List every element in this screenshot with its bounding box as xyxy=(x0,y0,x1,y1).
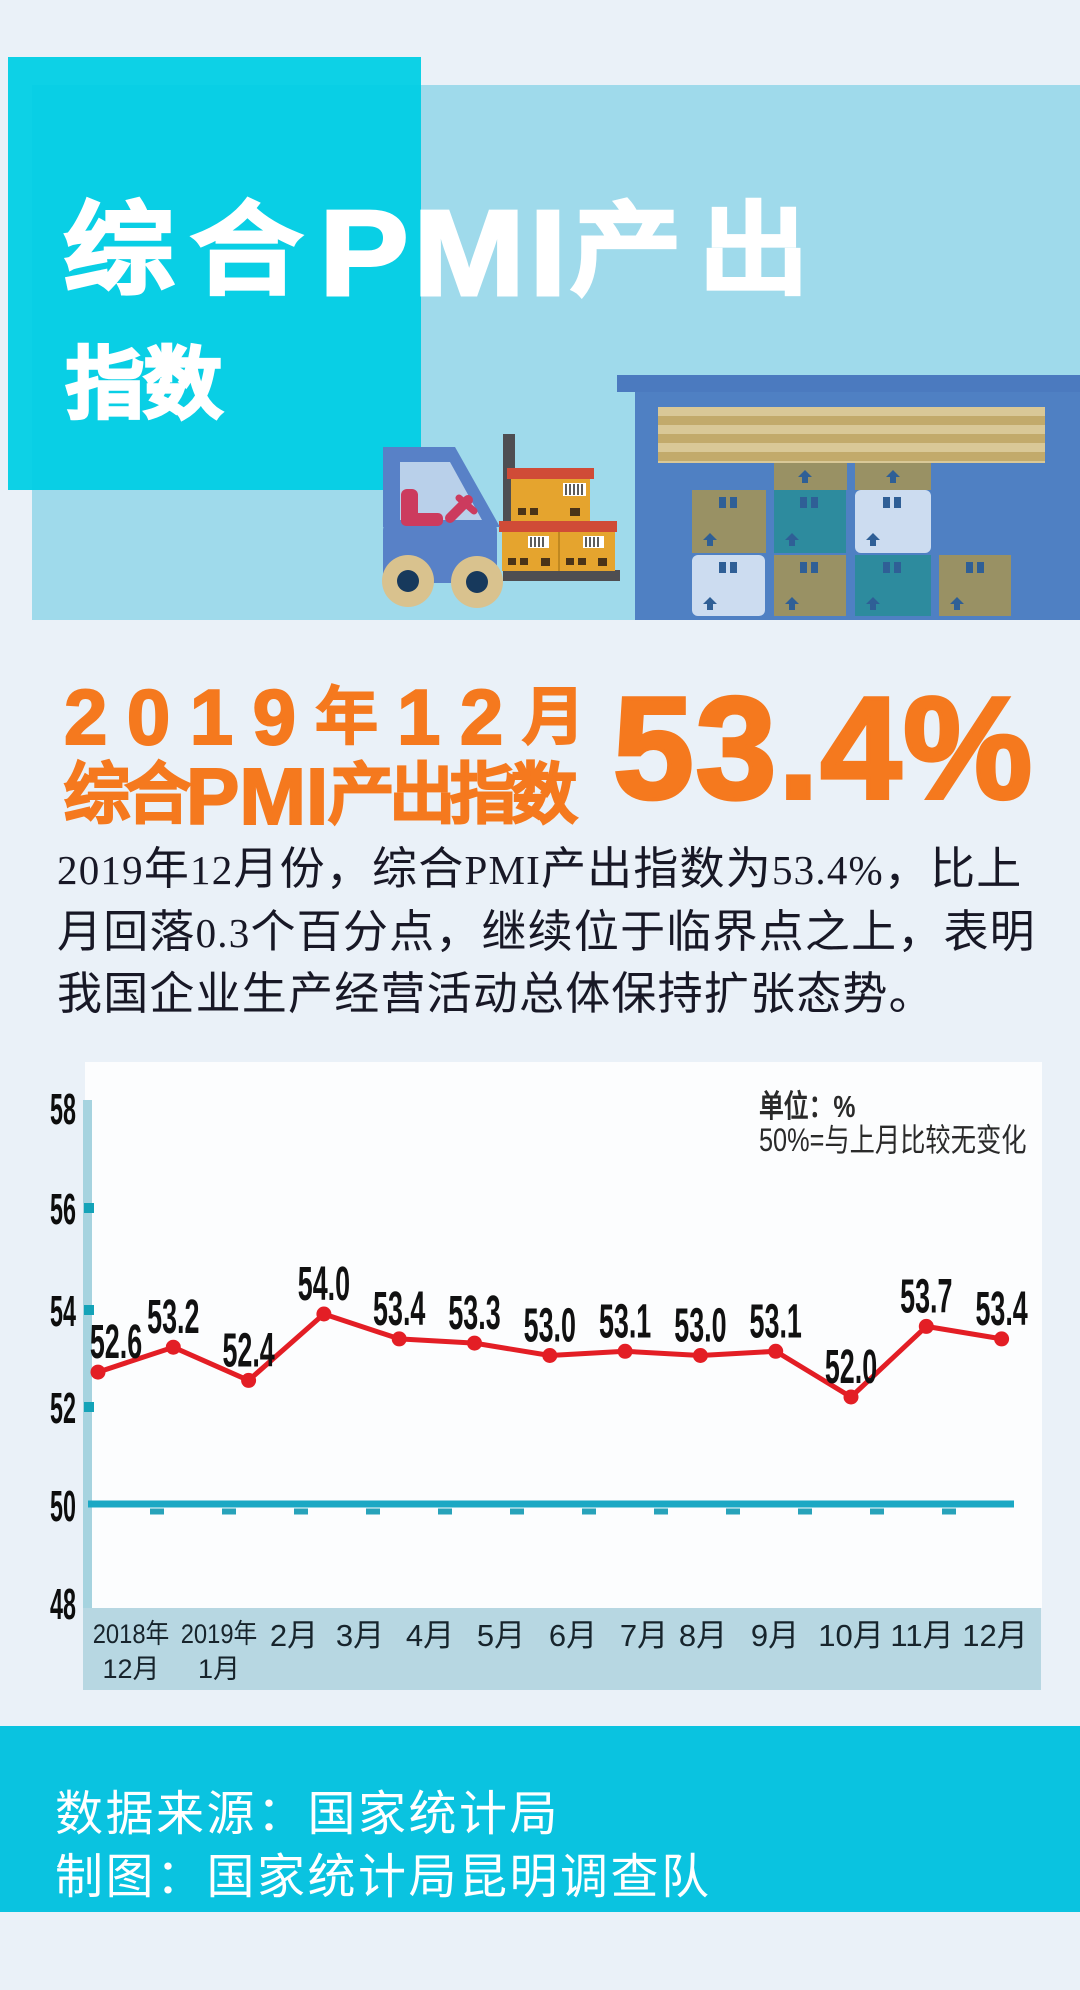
svg-text:2019年: 2019年 xyxy=(181,1620,258,1650)
svg-text:7月: 7月 xyxy=(620,1618,668,1653)
svg-text:53.4: 53.4 xyxy=(373,1283,426,1336)
svg-text:53.0: 53.0 xyxy=(524,1300,576,1353)
svg-text:11月: 11月 xyxy=(890,1618,953,1653)
svg-text:50%=与上月比较无变化: 50%=与上月比较无变化 xyxy=(759,1123,1027,1159)
svg-text:9月: 9月 xyxy=(751,1618,799,1653)
svg-text:52.6: 52.6 xyxy=(90,1316,142,1369)
svg-text:12月: 12月 xyxy=(102,1654,159,1684)
svg-text:12月: 12月 xyxy=(962,1618,1027,1653)
svg-text:6月: 6月 xyxy=(549,1618,597,1653)
svg-text:10月: 10月 xyxy=(818,1618,883,1653)
svg-text:53.7: 53.7 xyxy=(900,1270,952,1323)
svg-text:4月: 4月 xyxy=(406,1618,454,1653)
svg-text:52: 52 xyxy=(50,1384,76,1433)
svg-text:1月: 1月 xyxy=(198,1654,240,1684)
svg-text:54: 54 xyxy=(50,1287,76,1336)
svg-text:54.0: 54.0 xyxy=(298,1258,350,1311)
svg-text:2月: 2月 xyxy=(270,1618,318,1653)
svg-text:5月: 5月 xyxy=(477,1618,525,1653)
svg-text:53.3: 53.3 xyxy=(448,1287,500,1340)
svg-text:52.0: 52.0 xyxy=(825,1341,877,1394)
svg-text:单位：%: 单位：% xyxy=(759,1088,855,1123)
svg-text:53.2: 53.2 xyxy=(147,1291,199,1344)
svg-text:50: 50 xyxy=(50,1482,76,1531)
svg-text:3月: 3月 xyxy=(336,1618,384,1653)
svg-text:58: 58 xyxy=(50,1085,76,1134)
svg-text:48: 48 xyxy=(50,1580,76,1629)
svg-text:53.1: 53.1 xyxy=(750,1295,802,1348)
svg-text:53.1: 53.1 xyxy=(599,1295,651,1348)
svg-text:2018年: 2018年 xyxy=(93,1620,170,1650)
svg-text:53.0: 53.0 xyxy=(674,1300,726,1353)
svg-text:56: 56 xyxy=(50,1185,76,1234)
svg-text:53.4: 53.4 xyxy=(975,1283,1028,1336)
svg-text:52.4: 52.4 xyxy=(222,1324,275,1377)
svg-text:8月: 8月 xyxy=(679,1618,727,1653)
